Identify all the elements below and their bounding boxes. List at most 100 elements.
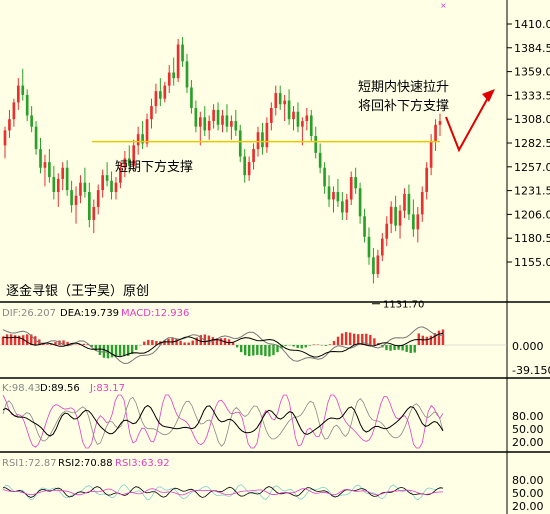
candle-body bbox=[425, 167, 429, 192]
candle-body bbox=[403, 193, 406, 211]
kdj-tick-50: 50.00 bbox=[512, 423, 544, 436]
macd-histogram-bar bbox=[304, 345, 307, 348]
macd-histogram-bar bbox=[433, 333, 437, 345]
macd-histogram-bar bbox=[1, 336, 5, 345]
candle-body bbox=[341, 201, 344, 213]
candle-body bbox=[385, 223, 389, 239]
candle-body bbox=[3, 130, 7, 146]
macd-histogram-bar bbox=[163, 340, 166, 345]
macd-histogram-bar bbox=[344, 332, 348, 345]
macd-histogram-bar bbox=[54, 342, 57, 345]
rise-annotation-line1: 短期内快速拉升 bbox=[358, 79, 449, 95]
candle-body bbox=[367, 236, 371, 258]
macd-histogram-bar bbox=[147, 339, 150, 345]
macd-histogram-bar bbox=[50, 343, 53, 345]
kdj-d-line bbox=[2, 404, 444, 437]
macd-histogram-bar bbox=[78, 344, 81, 345]
rsi-tick-20: 20.00 bbox=[512, 500, 544, 513]
rsi2-label: RSI2:70.88 bbox=[58, 458, 113, 469]
kdj-k-line bbox=[2, 396, 444, 448]
rsi3-line bbox=[2, 488, 444, 496]
candle-body bbox=[389, 206, 393, 224]
price-tick-label: 1155.00 bbox=[514, 256, 550, 269]
macd-histogram-bar bbox=[336, 336, 340, 345]
macd-histogram-bar bbox=[195, 337, 198, 345]
macd-value-label: MACD:12.936 bbox=[121, 308, 189, 319]
macd-histogram-bar bbox=[175, 338, 178, 345]
candle-body bbox=[34, 126, 38, 150]
candle-body bbox=[332, 192, 335, 200]
candle-body bbox=[309, 115, 313, 136]
candle-body bbox=[79, 182, 82, 196]
macd-histogram-bar bbox=[361, 333, 364, 345]
macd-dif-label: DIF:26.207 bbox=[2, 308, 56, 319]
candle-body bbox=[74, 195, 78, 206]
candle-body bbox=[256, 132, 260, 150]
macd-histogram-bar bbox=[244, 345, 247, 356]
price-tick-label: 1180.50 bbox=[514, 232, 550, 245]
macd-histogram-bar bbox=[227, 339, 231, 345]
macd-histogram-bar bbox=[369, 334, 372, 345]
macd-histogram-bar bbox=[5, 334, 9, 345]
macd-histogram-bar bbox=[308, 345, 311, 346]
macd-histogram-bar bbox=[94, 345, 98, 351]
macd-histogram-bar bbox=[300, 345, 303, 349]
macd-histogram-bar bbox=[21, 335, 25, 345]
candle-body bbox=[39, 149, 42, 168]
candle-body bbox=[96, 190, 100, 207]
macd-histogram-bar bbox=[82, 343, 85, 345]
candle-body bbox=[420, 192, 424, 215]
price-tick-label: 1384.55 bbox=[514, 42, 550, 55]
candle-body bbox=[283, 100, 286, 105]
candle-body bbox=[261, 132, 264, 148]
macd-histogram-bar bbox=[155, 341, 158, 345]
candle-body bbox=[141, 134, 144, 144]
macd-histogram-bar bbox=[413, 345, 416, 353]
price-tick-label: 1333.50 bbox=[514, 89, 550, 102]
rsi-tick-50: 50.00 bbox=[512, 487, 544, 500]
macd-histogram-bar bbox=[239, 345, 243, 353]
macd-histogram-bar bbox=[219, 338, 223, 345]
macd-tick-low: -39.150 bbox=[512, 364, 550, 377]
macd-histogram-bar bbox=[280, 345, 283, 349]
candle-body bbox=[305, 115, 309, 122]
candle-body bbox=[363, 216, 366, 237]
candle-body bbox=[243, 156, 247, 176]
candle-body bbox=[301, 121, 304, 127]
forecast-arrow-head bbox=[482, 89, 495, 102]
candle-body bbox=[394, 206, 397, 226]
candle-body bbox=[247, 162, 251, 176]
candle-body bbox=[398, 210, 402, 226]
candle-body bbox=[154, 91, 158, 107]
candle-body bbox=[323, 167, 326, 187]
candle-body bbox=[345, 199, 349, 213]
macd-histogram-bar bbox=[425, 336, 429, 345]
candle-body bbox=[376, 255, 380, 275]
forecast-arrow bbox=[445, 89, 495, 153]
candle-body bbox=[83, 182, 87, 192]
macd-histogram-bar bbox=[405, 345, 408, 352]
candle-body bbox=[194, 108, 198, 127]
macd-panel bbox=[0, 326, 507, 365]
macd-histogram-bar bbox=[126, 345, 130, 356]
price-tick-label: 1282.50 bbox=[514, 137, 550, 150]
rsi1-line bbox=[2, 484, 444, 501]
macd-histogram-bar bbox=[179, 340, 182, 345]
kdj-tick-80: 80.00 bbox=[512, 410, 544, 423]
candle-body bbox=[314, 136, 318, 153]
macd-histogram-bar bbox=[252, 345, 255, 356]
price-tick-label: 1231.50 bbox=[514, 185, 550, 198]
candle-body bbox=[12, 102, 16, 120]
candle-body bbox=[287, 100, 291, 120]
candle-body bbox=[221, 115, 224, 125]
candle-body bbox=[234, 121, 238, 131]
candle-body bbox=[127, 158, 131, 166]
macd-histogram-bar bbox=[98, 345, 102, 356]
macd-dea-line bbox=[2, 332, 444, 358]
candle-body bbox=[119, 167, 122, 183]
candle-body bbox=[349, 177, 353, 200]
macd-histogram-bar bbox=[46, 344, 49, 345]
macd-histogram-bar bbox=[284, 345, 287, 346]
candle-body bbox=[429, 141, 433, 168]
